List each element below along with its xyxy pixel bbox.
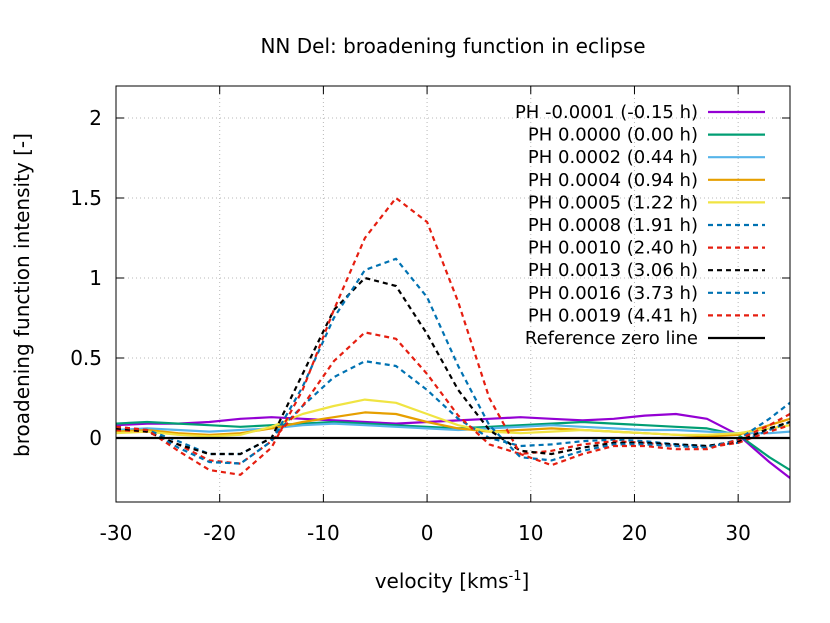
legend-label: PH 0.0019 (4.41 h) <box>528 305 698 326</box>
y-tick-label: 1.5 <box>70 186 102 210</box>
legend-label: PH 0.0002 (0.44 h) <box>528 147 698 168</box>
x-tick-label: -20 <box>203 521 236 545</box>
y-tick-label: 0 <box>89 426 102 450</box>
chart-title: NN Del: broadening function in eclipse <box>260 34 645 58</box>
series-line <box>116 412 790 479</box>
y-tick-label: 0.5 <box>70 346 102 370</box>
x-tick-label: -30 <box>100 521 133 545</box>
legend: PH -0.0001 (-0.15 h)PH 0.0000 (0.00 h)PH… <box>515 102 765 349</box>
legend-label: PH 0.0004 (0.94 h) <box>528 170 698 191</box>
legend-label: PH 0.0010 (2.40 h) <box>528 238 698 259</box>
x-tick-label: 20 <box>622 521 647 545</box>
series-line <box>116 257 790 465</box>
x-tick-label: 30 <box>725 521 750 545</box>
series-line <box>116 276 790 456</box>
series-lines <box>116 196 790 479</box>
legend-label: Reference zero line <box>525 328 698 349</box>
legend-label: PH 0.0000 (0.00 h) <box>528 125 698 146</box>
x-tick-label: 0 <box>421 521 434 545</box>
x-axis-label-main: velocity [kms <box>375 569 509 593</box>
series-line <box>116 196 790 476</box>
x-axis-label: velocity [kms-1] <box>375 569 530 593</box>
axis-ticks: -30 -20 -10 0 10 20 30 0 0.5 1 1.5 2 <box>70 86 790 545</box>
x-axis-label-superscript: -1 <box>509 569 522 584</box>
legend-label: PH 0.0005 (1.22 h) <box>528 192 698 213</box>
legend-label: PH -0.0001 (-0.15 h) <box>515 102 698 123</box>
series-line <box>116 422 790 435</box>
x-tick-label: -10 <box>307 521 340 545</box>
y-tick-label: 1 <box>89 266 102 290</box>
x-tick-label: 10 <box>518 521 543 545</box>
x-axis-label-end: ] <box>521 569 529 593</box>
series-line <box>116 398 790 438</box>
legend-label: PH 0.0008 (1.91 h) <box>528 215 698 236</box>
y-axis-label: broadening function intensity [-] <box>10 133 34 457</box>
legend-label: PH 0.0016 (3.73 h) <box>528 283 698 304</box>
plot-frame <box>115 85 791 503</box>
legend-label: PH 0.0013 (3.06 h) <box>528 260 698 281</box>
y-tick-label: 2 <box>89 106 102 130</box>
